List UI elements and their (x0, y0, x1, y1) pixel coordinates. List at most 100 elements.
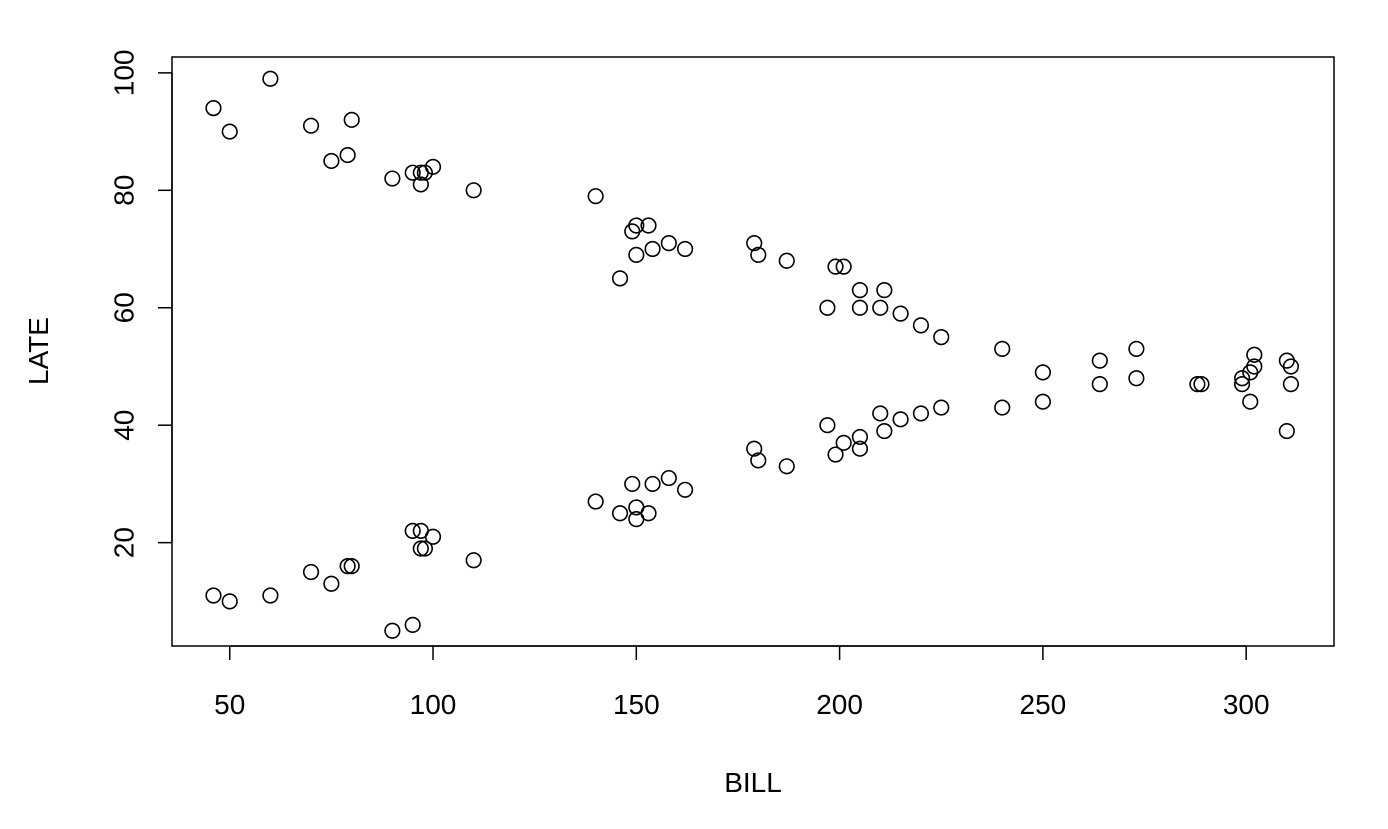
data-point (778, 458, 795, 475)
data-point (640, 217, 657, 234)
x-tick-label: 200 (816, 689, 863, 720)
data-point (994, 340, 1011, 357)
data-point (416, 540, 433, 557)
data-point (827, 446, 844, 463)
data-point (404, 616, 421, 633)
data-point (851, 440, 869, 457)
data-point (302, 563, 320, 581)
data-point (872, 405, 889, 422)
data-point (323, 575, 340, 592)
x-tick-label: 100 (410, 689, 457, 720)
data-point (1278, 422, 1295, 440)
data-point (262, 70, 279, 87)
data-point (424, 158, 442, 175)
data-point (851, 299, 869, 316)
data-point (384, 170, 401, 187)
data-point (404, 522, 421, 540)
data-point (412, 176, 429, 193)
data-point (750, 452, 767, 469)
data-point (750, 246, 767, 263)
data-point (624, 475, 641, 493)
y-tick-label: 40 (109, 410, 140, 441)
data-point (1034, 393, 1051, 410)
data-point (644, 475, 661, 493)
data-point (1193, 375, 1210, 393)
data-point (819, 299, 836, 316)
data-point (835, 258, 852, 275)
data-point (416, 164, 433, 181)
y-tick-label: 20 (109, 527, 140, 558)
data-point (628, 217, 645, 234)
data-point (1091, 352, 1108, 369)
data-point (384, 622, 401, 639)
data-point (424, 528, 442, 545)
data-point (835, 434, 852, 451)
data-point (339, 558, 356, 575)
data-point (1234, 375, 1251, 393)
data-point (343, 558, 360, 575)
data-point (912, 405, 930, 422)
data-point (660, 469, 677, 487)
data-point (262, 587, 279, 604)
data-point (1034, 364, 1051, 381)
data-point (677, 240, 694, 258)
data-point (933, 329, 950, 346)
data-point (404, 164, 421, 181)
y-axis-label: LATE (23, 317, 54, 385)
data-point (611, 505, 629, 522)
data-point (851, 428, 869, 446)
data-point (1282, 375, 1300, 393)
data-point (587, 188, 604, 205)
data-point (827, 258, 844, 275)
data-point (221, 593, 238, 610)
data-point (644, 240, 661, 258)
data-point (1246, 346, 1263, 363)
x-axis: 50 100 150 200 250 300 (214, 645, 1270, 720)
data-point (876, 282, 893, 299)
data-point (339, 146, 356, 164)
data-point (1128, 370, 1145, 387)
y-axis: 20 40 60 80 100 (109, 49, 173, 558)
y-tick-label: 60 (109, 292, 140, 323)
data-point (221, 123, 238, 140)
data-point (872, 299, 889, 316)
data-point (302, 117, 320, 134)
data-point (587, 493, 604, 510)
data-point (876, 422, 893, 440)
data-point (892, 411, 909, 428)
data-points (205, 70, 1300, 639)
data-point (819, 417, 836, 434)
data-point (746, 440, 763, 457)
data-point (205, 99, 222, 117)
data-point (1128, 340, 1145, 357)
data-point (465, 552, 482, 569)
x-tick-label: 50 (214, 689, 245, 720)
data-point (933, 399, 950, 416)
y-tick-label: 100 (109, 49, 140, 96)
data-point (1189, 375, 1206, 393)
data-point (677, 481, 694, 498)
x-axis-label: BILL (724, 767, 782, 798)
data-point (640, 505, 657, 522)
data-point (1282, 358, 1300, 375)
data-point (912, 317, 930, 334)
data-point (746, 235, 763, 252)
data-point (1091, 375, 1108, 393)
data-point (611, 270, 629, 287)
data-point (1234, 370, 1251, 387)
data-point (1246, 358, 1263, 375)
data-point (343, 111, 360, 128)
x-tick-label: 150 (613, 689, 660, 720)
data-point (323, 152, 340, 170)
x-tick-label: 300 (1223, 689, 1270, 720)
data-point (994, 399, 1011, 416)
data-point (851, 282, 869, 299)
data-point (628, 246, 645, 263)
y-tick-label: 80 (109, 175, 140, 206)
data-point (892, 305, 909, 322)
data-point (412, 540, 429, 557)
data-point (778, 252, 795, 269)
